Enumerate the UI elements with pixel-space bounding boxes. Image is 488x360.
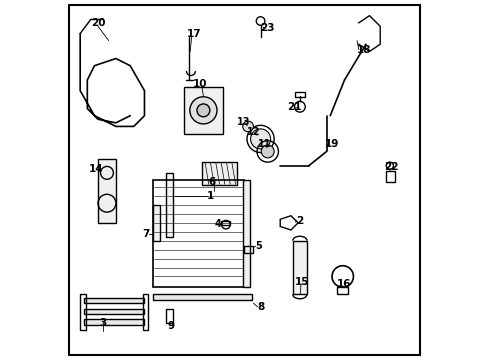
Bar xyxy=(337,287,347,294)
Text: 11: 11 xyxy=(258,139,271,149)
Text: 2: 2 xyxy=(296,216,303,226)
Bar xyxy=(292,241,306,294)
Text: 1: 1 xyxy=(206,191,214,201)
Text: 17: 17 xyxy=(186,28,201,39)
Text: 14: 14 xyxy=(89,164,103,174)
Bar xyxy=(153,205,160,241)
Text: 16: 16 xyxy=(337,279,351,289)
Circle shape xyxy=(197,104,209,117)
Bar xyxy=(153,294,251,300)
Bar xyxy=(221,221,230,225)
Text: 7: 7 xyxy=(142,229,150,239)
Text: 5: 5 xyxy=(255,241,262,251)
Text: 18: 18 xyxy=(356,45,371,55)
Circle shape xyxy=(242,121,253,132)
Bar xyxy=(294,93,305,97)
Bar xyxy=(165,309,173,323)
Text: 4: 4 xyxy=(214,219,221,229)
Text: 6: 6 xyxy=(208,177,216,187)
Bar xyxy=(201,162,237,185)
Circle shape xyxy=(250,129,270,149)
Circle shape xyxy=(189,97,217,124)
Text: 15: 15 xyxy=(294,277,308,287)
Text: 23: 23 xyxy=(260,23,274,33)
Text: 20: 20 xyxy=(91,18,105,28)
Bar xyxy=(80,294,85,330)
Bar xyxy=(83,309,144,314)
Text: 8: 8 xyxy=(256,302,264,312)
Text: 22: 22 xyxy=(383,162,397,172)
Text: 12: 12 xyxy=(246,127,260,137)
Bar xyxy=(183,87,223,134)
Bar xyxy=(244,246,253,252)
Polygon shape xyxy=(98,158,116,223)
Text: 9: 9 xyxy=(167,321,175,332)
Text: 19: 19 xyxy=(324,139,339,149)
Text: 13: 13 xyxy=(236,117,250,127)
Bar xyxy=(83,298,144,303)
Bar xyxy=(165,173,173,237)
Bar xyxy=(385,171,394,182)
Circle shape xyxy=(261,145,274,158)
Bar xyxy=(83,319,144,325)
Bar xyxy=(153,180,244,287)
Text: 3: 3 xyxy=(100,318,107,328)
Bar xyxy=(242,180,249,287)
Text: 21: 21 xyxy=(286,102,301,112)
Text: 10: 10 xyxy=(192,78,207,89)
Bar xyxy=(142,294,148,330)
